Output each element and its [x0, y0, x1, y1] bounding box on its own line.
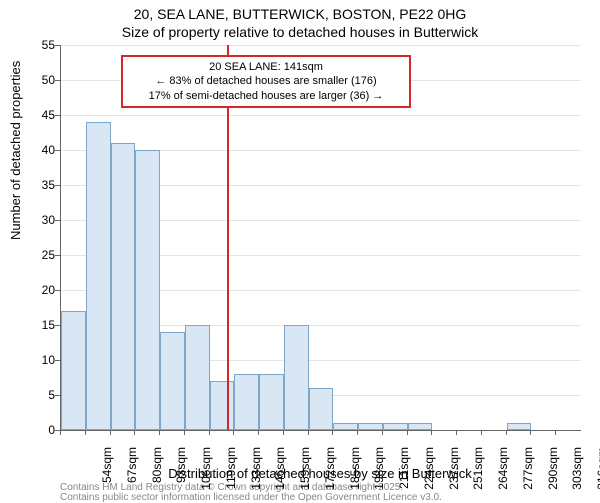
ytick-label: 30: [25, 213, 55, 227]
xtick-label: 237sqm: [447, 447, 461, 497]
ytick: [55, 220, 60, 221]
xtick: [258, 430, 259, 435]
ytick-label: 25: [25, 248, 55, 262]
histogram-bar: [259, 374, 284, 430]
chart-title-line2: Size of property relative to detached ho…: [0, 24, 600, 40]
xtick: [233, 430, 234, 435]
ytick-label: 0: [25, 423, 55, 437]
ytick: [55, 255, 60, 256]
xtick-label: 198sqm: [372, 447, 386, 497]
histogram-bar: [86, 122, 111, 430]
histogram-bar: [61, 311, 86, 430]
xtick: [110, 430, 111, 435]
xtick: [357, 430, 358, 435]
y-axis-label: Number of detached properties: [8, 61, 23, 240]
xtick-label: 80sqm: [150, 447, 164, 497]
ytick-label: 35: [25, 178, 55, 192]
ytick: [55, 45, 60, 46]
histogram-bar: [210, 381, 235, 430]
histogram-bar: [383, 423, 408, 430]
xtick: [85, 430, 86, 435]
ytick-label: 5: [25, 388, 55, 402]
xtick-label: 211sqm: [397, 447, 411, 497]
ytick: [55, 325, 60, 326]
histogram-bar: [358, 423, 383, 430]
histogram-bar: [507, 423, 532, 430]
histogram-bar: [185, 325, 210, 430]
histogram-bar: [234, 374, 259, 430]
ytick: [55, 290, 60, 291]
xtick-label: 290sqm: [546, 447, 560, 497]
histogram-bar: [408, 423, 433, 430]
xtick: [555, 430, 556, 435]
ytick-label: 10: [25, 353, 55, 367]
xtick-label: 119sqm: [224, 447, 238, 497]
xtick-label: 133sqm: [249, 447, 263, 497]
histogram-bar: [309, 388, 334, 430]
xtick-label: 277sqm: [521, 447, 535, 497]
plot-area: 20 SEA LANE: 141sqm← 83% of detached hou…: [60, 45, 581, 431]
histogram-bar: [135, 150, 160, 430]
xtick-label: 54sqm: [100, 447, 114, 497]
ytick: [55, 395, 60, 396]
xtick: [506, 430, 507, 435]
annotation-line: ← 83% of detached houses are smaller (17…: [129, 74, 403, 88]
chart-title-line1: 20, SEA LANE, BUTTERWICK, BOSTON, PE22 0…: [0, 6, 600, 22]
annotation-line: 20 SEA LANE: 141sqm: [129, 60, 403, 74]
xtick: [283, 430, 284, 435]
xtick: [530, 430, 531, 435]
xtick-label: 264sqm: [496, 447, 510, 497]
gridline: [61, 115, 581, 116]
histogram-bar: [160, 332, 185, 430]
ytick: [55, 185, 60, 186]
xtick: [332, 430, 333, 435]
marker-annotation: 20 SEA LANE: 141sqm← 83% of detached hou…: [121, 55, 411, 108]
xtick: [209, 430, 210, 435]
histogram-bar: [284, 325, 309, 430]
xtick: [184, 430, 185, 435]
gridline: [61, 45, 581, 46]
xtick-label: 316sqm: [595, 447, 600, 497]
xtick-label: 159sqm: [298, 447, 312, 497]
xtick-label: 224sqm: [422, 447, 436, 497]
ytick: [55, 150, 60, 151]
xtick: [159, 430, 160, 435]
xtick: [382, 430, 383, 435]
histogram-bar: [111, 143, 136, 430]
chart-container: 20, SEA LANE, BUTTERWICK, BOSTON, PE22 0…: [0, 0, 600, 500]
xtick-label: 106sqm: [199, 447, 213, 497]
xtick: [60, 430, 61, 435]
ytick-label: 20: [25, 283, 55, 297]
ytick-label: 55: [25, 38, 55, 52]
xtick-label: 146sqm: [273, 447, 287, 497]
xtick-label: 303sqm: [570, 447, 584, 497]
xtick: [134, 430, 135, 435]
ytick: [55, 115, 60, 116]
xtick: [308, 430, 309, 435]
xtick: [407, 430, 408, 435]
xtick-label: 172sqm: [323, 447, 337, 497]
ytick: [55, 360, 60, 361]
xtick: [481, 430, 482, 435]
annotation-line: 17% of semi-detached houses are larger (…: [129, 89, 403, 103]
histogram-bar: [333, 423, 358, 430]
xtick-label: 251sqm: [471, 447, 485, 497]
ytick-label: 50: [25, 73, 55, 87]
xtick: [431, 430, 432, 435]
xtick-label: 93sqm: [174, 447, 188, 497]
ytick-label: 40: [25, 143, 55, 157]
xtick-label: 185sqm: [348, 447, 362, 497]
ytick: [55, 80, 60, 81]
ytick-label: 45: [25, 108, 55, 122]
xtick: [456, 430, 457, 435]
ytick-label: 15: [25, 318, 55, 332]
xtick-label: 67sqm: [125, 447, 139, 497]
